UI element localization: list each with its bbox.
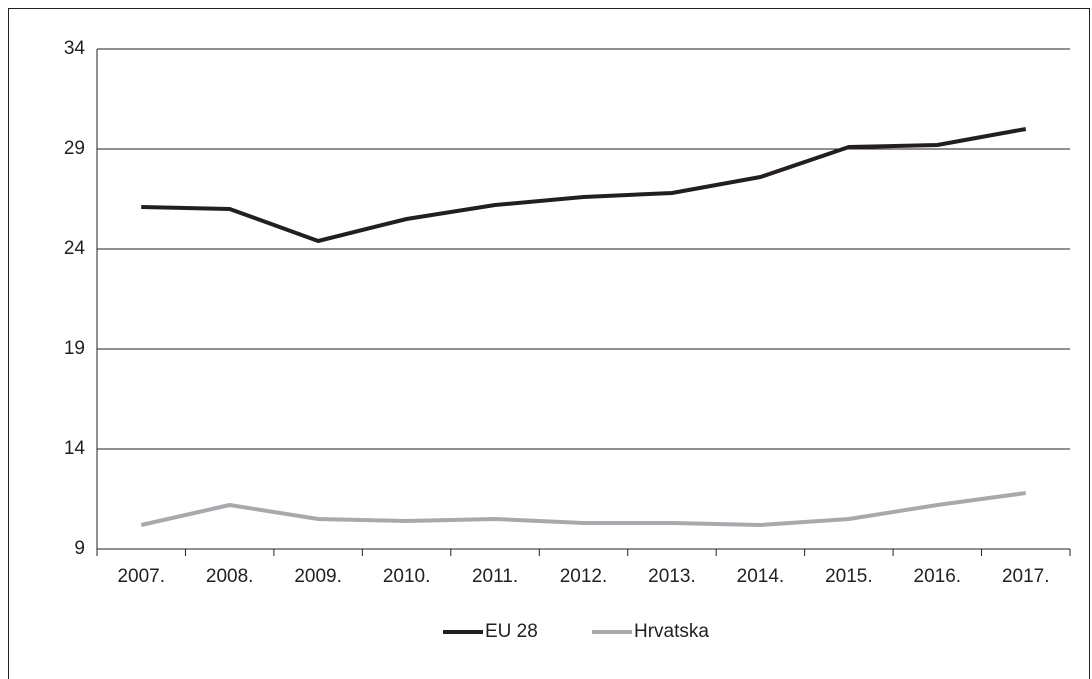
- x-tick-label: 2012.: [560, 566, 608, 587]
- legend-label: Hrvatska: [634, 621, 709, 642]
- x-tick-label: 2007.: [117, 566, 165, 587]
- y-tick-label: 29: [64, 138, 85, 159]
- x-tick-label: 2013.: [648, 566, 696, 587]
- chart-border: [8, 8, 1090, 679]
- x-tick-label: 2011.: [472, 566, 518, 587]
- legend-label: EU 28: [485, 621, 538, 642]
- y-tick-label: 19: [64, 338, 85, 359]
- y-tick-label: 9: [74, 538, 85, 559]
- x-tick-label: 2014.: [737, 566, 785, 587]
- series-line: [140, 491, 1027, 527]
- x-tick-label: 2016.: [914, 566, 962, 587]
- x-tick-label: 2008.: [206, 566, 254, 587]
- y-tick-label: 14: [64, 438, 86, 459]
- x-tick-label: 2017.: [1002, 566, 1050, 587]
- y-tick-label: 34: [64, 38, 86, 59]
- x-tick-label: 2009.: [294, 566, 342, 587]
- x-tick-label: 2015.: [825, 566, 873, 587]
- x-tick-label: 2010.: [383, 566, 431, 587]
- y-tick-label: 24: [64, 238, 86, 259]
- series-line: [141, 127, 1027, 243]
